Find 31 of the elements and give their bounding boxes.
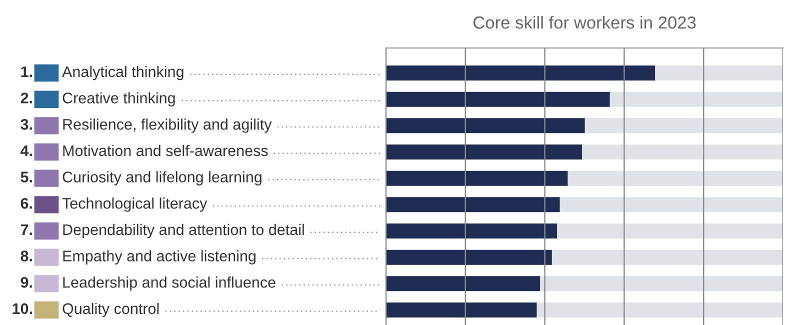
bar	[552, 250, 783, 265]
bar	[386, 223, 558, 239]
bar	[386, 118, 585, 134]
category-label: 1. Analytical thinking	[21, 66, 184, 80]
category-label: 7. Dependability and attention to detail	[20, 224, 304, 238]
bar	[568, 170, 783, 186]
bar	[584, 118, 783, 134]
bar	[610, 92, 783, 107]
category-label: 5. Curiosity and lifelong learning	[20, 171, 262, 186]
category-label: 9. Leadership and social influence	[20, 276, 276, 291]
category-label: 8. Empathy and active listening	[20, 250, 256, 264]
bar	[540, 276, 783, 292]
bar	[386, 92, 610, 107]
category-label: 2. Creative thinking	[20, 92, 175, 106]
bar	[386, 276, 540, 292]
bar	[386, 170, 568, 186]
bar	[557, 223, 783, 239]
category-label: 6. Technological literacy	[20, 198, 208, 212]
bar	[655, 66, 783, 81]
category-label: 10. Quality control	[12, 302, 159, 318]
bar	[386, 197, 560, 212]
bar	[386, 302, 537, 318]
bar	[560, 197, 783, 212]
bar	[386, 66, 656, 81]
bar	[582, 144, 783, 160]
bar	[386, 144, 582, 160]
category-label: 3. Resilience, flexibility and agility	[20, 118, 272, 133]
bar	[386, 250, 552, 265]
category-label: 4. Motivation and self-awareness	[20, 144, 268, 156]
bar	[536, 302, 783, 318]
chart-title: Core skill for workers in 2023	[473, 16, 696, 29]
